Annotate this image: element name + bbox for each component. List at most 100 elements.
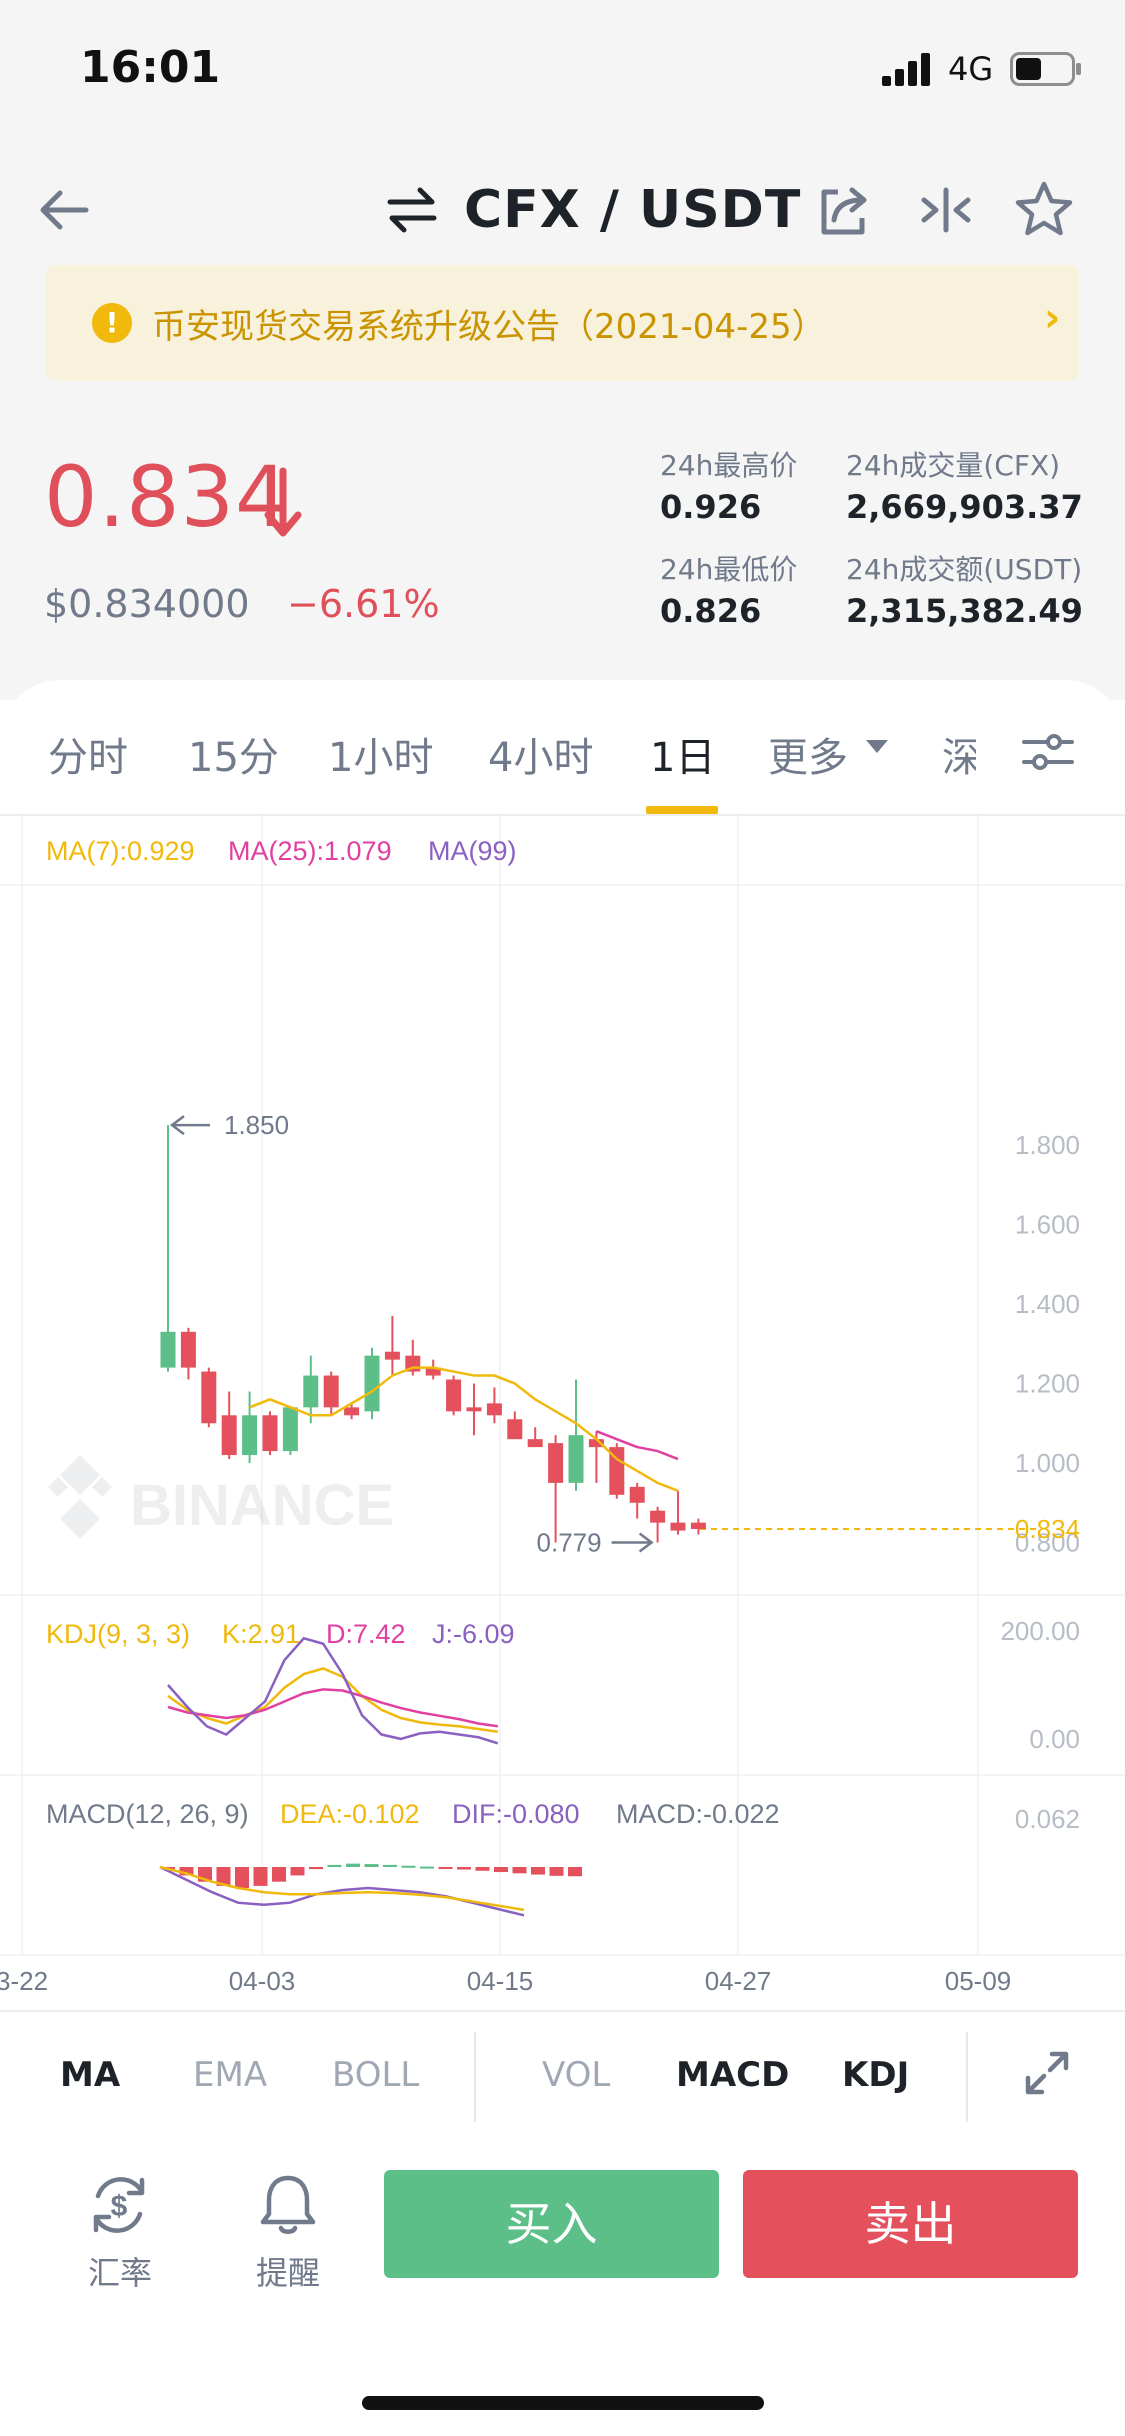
indicator-ma[interactable]: MA	[60, 2055, 121, 2095]
candle	[201, 1367, 217, 1428]
macd-bar	[216, 1867, 231, 1886]
caret-down-icon	[866, 740, 888, 753]
active-tab-indicator	[646, 806, 718, 814]
tab-15m[interactable]: 15分	[188, 735, 279, 781]
macd-bar	[235, 1867, 249, 1888]
candle	[629, 1482, 645, 1519]
macd-bar	[272, 1867, 286, 1882]
status-time: 16:01	[80, 42, 221, 93]
tab-timeline[interactable]: 分时	[48, 735, 128, 781]
high-value: 0.926	[660, 488, 762, 526]
macd-bar	[309, 1867, 323, 1870]
macd-bar	[290, 1867, 305, 1876]
sell-button[interactable]: 卖出	[743, 2170, 1078, 2278]
macd-bar	[531, 1867, 545, 1875]
tab-more[interactable]: 更多	[768, 735, 848, 781]
macd-legend-dif: DIF:-0.080	[452, 1799, 580, 1829]
candle	[384, 1315, 400, 1376]
bell-icon[interactable]	[253, 2170, 323, 2240]
candle	[303, 1355, 319, 1424]
divider	[474, 2032, 476, 2122]
alert-label[interactable]: 提醒	[256, 2254, 321, 2292]
favorite-star-icon[interactable]	[1012, 178, 1076, 242]
x-axis-label: 3-22	[0, 1966, 48, 1996]
macd-bar	[364, 1864, 379, 1867]
back-arrow-icon[interactable]	[34, 180, 94, 240]
candle	[466, 1383, 482, 1436]
home-indicator	[362, 2396, 764, 2410]
candle	[180, 1327, 196, 1380]
kdj-axis-label-zero: 0.00	[1029, 1724, 1080, 1754]
macd-bar	[494, 1867, 508, 1873]
low-marker-label: 0.779	[537, 1528, 602, 1558]
amount-value: 2,315,382.49	[846, 592, 1083, 630]
exchange-rate-label[interactable]: 汇率	[88, 2254, 153, 2292]
candle	[568, 1379, 584, 1491]
buy-button[interactable]: 买入	[384, 2170, 719, 2278]
candlestick-chart[interactable]: BINANCE 1.800 1.600 1.400 1.200 1.000 0.800 0…	[0, 815, 1125, 2015]
svg-text:$: $	[111, 2190, 128, 2223]
warning-icon: !	[92, 303, 132, 343]
tab-depth[interactable]: 深度	[942, 735, 976, 781]
swap-arrows-icon	[387, 187, 437, 233]
volume-value: 2,669,903.37	[846, 488, 1083, 526]
high-marker-label: 1.850	[224, 1110, 289, 1140]
y-axis-label: 1.200	[1015, 1369, 1080, 1399]
candle	[425, 1359, 441, 1380]
pair-selector[interactable]: CFX / USDT	[384, 170, 801, 250]
candle	[344, 1403, 360, 1420]
macd-legend-dea: DEA:-0.102	[280, 1799, 420, 1829]
candle	[282, 1407, 298, 1456]
tab-1d[interactable]: 1日	[650, 735, 716, 781]
indicator-vol[interactable]: VOL	[542, 2055, 611, 2095]
ma25-legend: MA(25):1.079	[228, 836, 392, 866]
share-icon[interactable]	[812, 178, 876, 242]
announcement-banner[interactable]: ! 币安现货交易系统升级公告（2021-04-25） ›	[46, 265, 1079, 381]
macd-bar	[327, 1864, 342, 1867]
macd-axis-label: 0.062	[1015, 1804, 1080, 1834]
macd-dif-line	[159, 1865, 525, 1917]
kdj-legend-d: D:7.42	[326, 1619, 406, 1649]
kdj-axis-label-top: 200.00	[1000, 1616, 1080, 1646]
network-type: 4G	[948, 50, 994, 88]
low-value: 0.826	[660, 592, 762, 630]
tab-4h[interactable]: 4小时	[488, 735, 594, 781]
chart-settings-icon[interactable]	[1018, 722, 1078, 782]
chart-card	[0, 680, 1125, 2436]
macd-bar	[383, 1864, 397, 1867]
last-price: 0.834	[44, 448, 290, 546]
indicator-macd[interactable]: MACD	[676, 2055, 790, 2095]
down-arrow-icon	[264, 467, 302, 537]
kdj-j-line	[167, 1636, 499, 1745]
candle	[609, 1443, 625, 1499]
high-label: 24h最高价	[660, 449, 798, 482]
announcement-text: 币安现货交易系统升级公告（2021-04-25）	[152, 307, 826, 347]
exchange-rate-icon[interactable]: $	[84, 2170, 154, 2240]
y-axis-label: 1.000	[1015, 1448, 1080, 1478]
ma7-legend: MA(7):0.929	[46, 836, 195, 866]
usd-price: $0.834000	[44, 582, 250, 626]
last-price-axis-label: 0.834	[1015, 1514, 1080, 1544]
binance-watermark: BINANCE	[48, 1455, 394, 1539]
macd-bar	[512, 1867, 527, 1874]
high-marker-arrow	[169, 1115, 210, 1136]
y-axis-label: 1.800	[1015, 1130, 1080, 1160]
indicator-kdj[interactable]: KDJ	[842, 2055, 910, 2095]
macd-dea-line	[159, 1865, 525, 1912]
macd-bar	[420, 1866, 434, 1869]
indicator-boll[interactable]: BOLL	[332, 2055, 420, 2095]
x-axis-label: 04-15	[467, 1966, 534, 1996]
macd-bar	[549, 1867, 564, 1876]
macd-bar	[475, 1867, 490, 1871]
tab-1h[interactable]: 1小时	[328, 735, 434, 781]
candle	[690, 1518, 706, 1535]
candle	[160, 1125, 176, 1372]
compare-icon[interactable]	[914, 178, 978, 242]
x-axis-label: 04-03	[229, 1966, 296, 1996]
indicator-ema[interactable]: EMA	[193, 2055, 268, 2095]
bottom-action-bar: $ 汇率 提醒 买入 卖出	[0, 2140, 1125, 2320]
amount-label: 24h成交额(USDT)	[846, 553, 1083, 586]
watermark-text: BINANCE	[130, 1473, 394, 1538]
macd-legend-macd: MACD:-0.022	[616, 1799, 780, 1829]
fullscreen-expand-icon[interactable]	[1022, 2048, 1072, 2098]
